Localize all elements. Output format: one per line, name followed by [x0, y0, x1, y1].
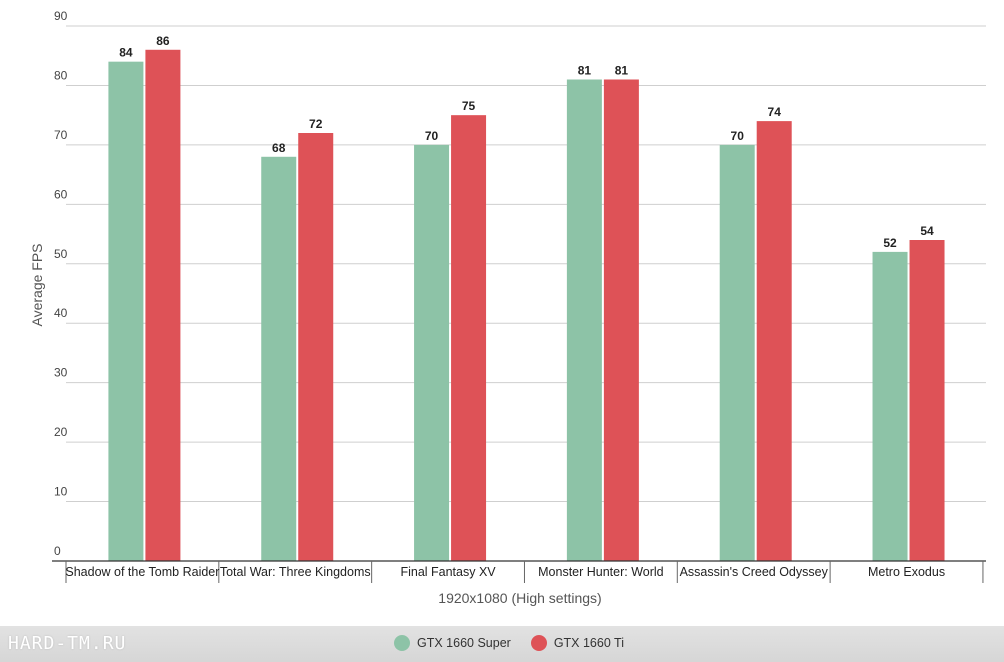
- legend: GTX 1660 Super GTX 1660 Ti: [394, 635, 644, 651]
- legend-swatch-gtx-1660-ti: [530, 635, 547, 651]
- bar-gtx-1660-super-final-fantasy-xv: [414, 144, 450, 561]
- bar-gtx-1660-ti-final-fantasy-xv: [451, 115, 487, 562]
- data-label-gtx-1660-super-assassin-s-creed-odyssey: 70: [731, 129, 745, 143]
- bar-chart: 84 86 68 72 70 75 81 81 70 74 52 54 Shadow of the T…: [29, 9, 986, 606]
- legend-label-gtx-1660-super: GTX 1660 Super: [417, 636, 511, 650]
- data-label-gtx-1660-ti-total-war-three-kingdoms: 72: [309, 117, 323, 131]
- data-label-gtx-1660-super-shadow-of-the-tomb-raider: 84: [119, 46, 133, 60]
- y-tick-label-40: 40: [54, 306, 68, 320]
- bar-gtx-1660-ti-metro-exodus: [909, 240, 945, 561]
- x-tick-label-monster-hunter-world: Monster Hunter: World: [538, 565, 664, 579]
- bar-gtx-1660-super-total-war-three-kingdoms: [261, 156, 297, 561]
- data-label-gtx-1660-super-metro-exodus: 52: [883, 236, 897, 250]
- x-axis-title: 1920x1080 (High settings): [438, 590, 601, 606]
- legend-swatch-gtx-1660-super: [394, 635, 410, 651]
- x-tick-label-total-war-three-kingdoms: Total War: Three Kingdoms: [220, 565, 371, 579]
- data-label-gtx-1660-ti-metro-exodus: 54: [920, 224, 934, 238]
- data-label-gtx-1660-ti-assassin-s-creed-odyssey: 74: [768, 105, 782, 119]
- bar-gtx-1660-super-metro-exodus: [872, 251, 908, 561]
- y-tick-label-20: 20: [54, 425, 68, 439]
- data-label-gtx-1660-super-total-war-three-kingdoms: 68: [272, 141, 286, 155]
- y-tick-label-30: 30: [54, 366, 68, 380]
- data-label-gtx-1660-ti-shadow-of-the-tomb-raider: 86: [156, 34, 170, 48]
- bar-gtx-1660-ti-total-war-three-kingdoms: [298, 133, 334, 561]
- y-tick-label-90: 90: [54, 9, 68, 23]
- y-axis: 0 10 20 30 40 50 60 70 80 90: [54, 9, 68, 558]
- y-tick-label-70: 70: [54, 128, 68, 142]
- y-tick-label-50: 50: [54, 247, 68, 261]
- y-axis-title: Average FPS: [29, 243, 45, 326]
- legend-item-gtx-1660-ti: GTX 1660 Ti: [530, 635, 624, 651]
- y-tick-label-0: 0: [54, 544, 61, 558]
- data-label-gtx-1660-super-monster-hunter-world: 81: [578, 64, 592, 78]
- x-tick-label-shadow-of-the-tomb-raider: Shadow of the Tomb Raider: [65, 565, 219, 579]
- bar-gtx-1660-super-monster-hunter-world: [566, 79, 602, 561]
- data-label-gtx-1660-super-final-fantasy-xv: 70: [425, 129, 439, 143]
- y-tick-label-10: 10: [54, 485, 68, 499]
- x-tick-label-assassin-s-creed-odyssey: Assassin's Creed Odyssey: [680, 565, 829, 579]
- x-axis: Shadow of the Tomb Raider Total War: Thre…: [52, 560, 986, 583]
- legend-item-gtx-1660-super: GTX 1660 Super: [394, 635, 511, 651]
- x-tick-label-metro-exodus: Metro Exodus: [868, 565, 945, 579]
- bars: 84 86 68 72 70 75 81 81 70 74 52 54: [108, 34, 945, 562]
- legend-label-gtx-1660-ti: GTX 1660 Ti: [553, 636, 624, 650]
- bar-gtx-1660-ti-shadow-of-the-tomb-raider: [145, 49, 181, 562]
- data-label-gtx-1660-ti-monster-hunter-world: 81: [615, 64, 629, 78]
- y-tick-label-60: 60: [54, 187, 68, 201]
- footer-bar: HARD-TM.RU GTX 1660 Super GTX 1660 Ti: [0, 626, 1004, 662]
- bar-gtx-1660-super-assassin-s-creed-odyssey: [719, 144, 755, 561]
- x-tick-label-final-fantasy-xv: Final Fantasy XV: [400, 565, 496, 579]
- data-label-gtx-1660-ti-final-fantasy-xv: 75: [462, 99, 476, 113]
- gridlines: [66, 25, 986, 503]
- y-tick-label-80: 80: [54, 68, 68, 82]
- bar-gtx-1660-super-shadow-of-the-tomb-raider: [108, 61, 144, 562]
- bar-gtx-1660-ti-assassin-s-creed-odyssey: [756, 121, 792, 561]
- bar-gtx-1660-ti-monster-hunter-world: [603, 79, 639, 561]
- watermark: HARD-TM.RU: [8, 633, 127, 654]
